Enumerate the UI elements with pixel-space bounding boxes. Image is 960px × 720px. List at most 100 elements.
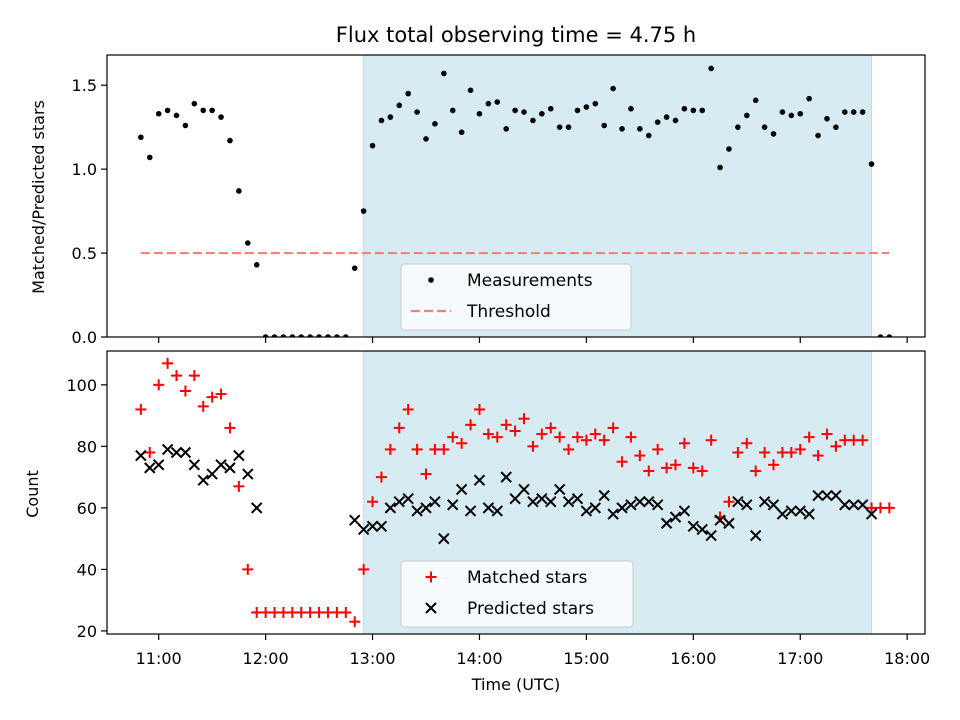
- matched-star-point: [732, 447, 744, 459]
- x-b: [812, 489, 824, 502]
- x-b: [464, 505, 477, 517]
- matched-star-point: [358, 563, 370, 575]
- measurement-point: [877, 334, 884, 337]
- predicted-star-point: [758, 496, 771, 508]
- measurement-point: [360, 208, 367, 214]
- measurement-point: [458, 129, 465, 136]
- measurement-point: [280, 334, 287, 337]
- x-b: [607, 508, 619, 520]
- matched-star-point: [402, 403, 414, 415]
- predicted-star-point: [188, 459, 201, 471]
- predicted-star-point: [491, 505, 503, 517]
- measurement-point: [414, 109, 420, 115]
- x-b: [651, 499, 664, 511]
- predicted-star-point: [170, 446, 183, 459]
- x-b: [598, 489, 610, 502]
- x-b: [429, 496, 441, 508]
- measurement-point: [601, 122, 608, 129]
- predicted-star-point: [250, 502, 263, 514]
- measurement-point: [378, 117, 385, 124]
- predicted-star-point: [500, 471, 512, 483]
- matched-star-point: [473, 403, 485, 415]
- predicted-star-point: [767, 499, 780, 511]
- x-b: [500, 471, 512, 483]
- measurement-point: [539, 110, 545, 117]
- x-b: [438, 532, 450, 545]
- x-b: [732, 496, 744, 508]
- matched-star-point: [162, 357, 174, 369]
- predicted-star-point: [651, 499, 664, 511]
- x-b: [634, 496, 646, 508]
- x-b: [553, 483, 566, 496]
- matched-star-point: [367, 496, 379, 508]
- legend-predicted-key-b: [425, 602, 437, 614]
- x-b: [473, 474, 486, 486]
- legend: Measurements Threshold: [400, 263, 632, 331]
- x-tick-label: 17:00: [777, 649, 823, 668]
- predicted-star-point: [589, 502, 602, 514]
- x-b: [144, 462, 156, 474]
- x-b: [767, 499, 780, 511]
- predicted-star-point: [518, 483, 530, 496]
- y-tick-label: 60: [77, 499, 97, 518]
- predicted-star-point: [420, 502, 432, 514]
- matched-star-point: [812, 450, 824, 462]
- x-b: [233, 449, 245, 462]
- measurement-point: [218, 114, 224, 120]
- matched-star-point: [375, 471, 387, 483]
- measurement-point: [565, 124, 572, 130]
- x-b: [865, 508, 878, 520]
- x-b: [803, 508, 815, 520]
- predicted-star-point: [848, 499, 860, 511]
- matched-star-point: [821, 428, 833, 440]
- measurement-point: [681, 105, 688, 112]
- predicted-star-point: [749, 529, 762, 542]
- predicted-star-point: [571, 492, 584, 505]
- predicted-star-point: [839, 499, 851, 511]
- ratio-panel: 0.0 0.5 1.0 1.5 Measurements Threshold: [72, 54, 926, 347]
- predicted-star-point: [776, 508, 789, 520]
- x-tick-label: 12:00: [243, 649, 289, 668]
- predicted-star-point: [714, 514, 726, 526]
- measurement-point: [752, 97, 759, 104]
- measurement-point: [824, 115, 830, 122]
- measurement-point: [708, 65, 714, 72]
- measurement-point: [645, 132, 652, 139]
- matched-star-point: [518, 413, 530, 425]
- measurement-point: [556, 124, 563, 130]
- y-tick-label: 0.0: [72, 328, 97, 347]
- measurement-point: [521, 109, 527, 115]
- measurement-point: [717, 164, 723, 171]
- matched-star-point: [144, 447, 156, 459]
- measurement-point: [619, 126, 625, 132]
- matched-star-point: [634, 450, 646, 462]
- matched-star-point: [643, 465, 655, 477]
- measurement-point: [672, 117, 679, 124]
- measurement-point: [512, 107, 518, 114]
- measurement-point: [815, 132, 821, 139]
- measurement-point: [743, 112, 750, 119]
- x-b: [527, 496, 539, 508]
- legend-label: Matched stars: [467, 568, 587, 588]
- x-b: [393, 496, 405, 508]
- measurement-point: [761, 124, 768, 130]
- legend-label: Predicted stars: [467, 599, 594, 619]
- measurement-point: [369, 142, 376, 149]
- x-b: [848, 499, 860, 511]
- measurement-point: [200, 107, 207, 114]
- measurement-point: [155, 110, 162, 117]
- matched-star-point: [456, 437, 468, 449]
- matched-star-point: [420, 468, 432, 480]
- matched-star-point: [447, 431, 459, 443]
- measurement-point: [726, 146, 732, 152]
- matched-star-point: [652, 443, 664, 455]
- matched-star-point: [197, 400, 209, 412]
- measurement-point: [574, 107, 581, 114]
- matched-star-point: [794, 443, 806, 455]
- predicted-star-point: [411, 505, 423, 517]
- predicted-star-point: [741, 499, 753, 511]
- measurement-point: [850, 109, 857, 115]
- matched-star-point: [491, 431, 503, 443]
- matched-star-point: [188, 370, 200, 382]
